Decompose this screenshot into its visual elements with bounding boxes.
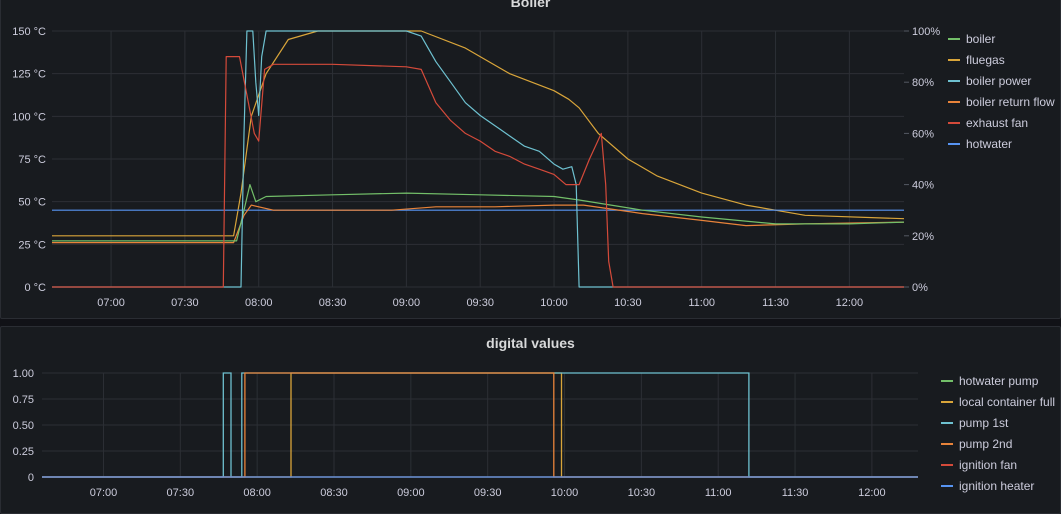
legend-swatch (948, 37, 960, 40)
x-axis-tick-label: 09:00 (397, 487, 425, 499)
legend-swatch (948, 121, 960, 124)
y-axis-tick-label: 50 °C (18, 197, 46, 209)
series-line-exhaust-fan (52, 55, 904, 288)
legend-swatch (941, 400, 953, 403)
x-axis-tick-label: 09:30 (466, 297, 494, 309)
x-axis-tick-label: 11:00 (688, 297, 715, 309)
panel-title[interactable]: Boiler (510, 0, 551, 10)
legend-item[interactable]: pump 2nd (941, 433, 1055, 454)
x-axis-tick-label: 11:30 (762, 297, 789, 309)
y-axis-tick-label: 100 °C (12, 111, 46, 123)
legend-item[interactable]: hotwater (948, 133, 1055, 154)
x-axis-tick-label: 07:30 (167, 487, 195, 499)
legend-label: hotwater pump (959, 373, 1039, 388)
legend-item[interactable]: hotwater pump (941, 370, 1055, 391)
digital-values-panel: digital values (0, 326, 1061, 514)
legend-swatch (941, 484, 953, 487)
legend-swatch (941, 379, 953, 382)
legend-swatch (941, 442, 953, 445)
panel-title[interactable]: digital values (486, 335, 575, 351)
y-right-axis-tick-label: 80% (912, 77, 934, 89)
legend-label: pump 2nd (959, 436, 1013, 451)
legend-label: fluegas (966, 52, 1005, 67)
legend-label: boiler return flow (966, 94, 1055, 109)
x-axis-tick-label: 09:30 (474, 487, 502, 499)
series-line-fluegas (52, 30, 905, 237)
legend-item[interactable]: local container full (941, 391, 1055, 412)
digital-values-legend: hotwater pump local container full pump 1s… (941, 370, 1055, 496)
x-axis-tick-label: 07:00 (90, 487, 118, 499)
legend-label: boiler power (966, 73, 1032, 88)
x-axis-tick-label: 09:00 (393, 297, 421, 309)
y-axis-tick-label: 0.25 (13, 446, 34, 458)
legend-item[interactable]: ignition fan (941, 454, 1055, 475)
legend-swatch (948, 142, 960, 145)
legend-swatch (948, 79, 960, 82)
legend-item[interactable]: ignition heater (941, 475, 1055, 496)
x-axis-tick-label: 12:00 (836, 297, 864, 309)
boiler-legend: boiler fluegas boiler power boiler return f… (948, 28, 1055, 154)
legend-item[interactable]: pump 1st (941, 412, 1055, 433)
legend-swatch (941, 421, 953, 424)
legend-label: exhaust fan (966, 115, 1029, 130)
series-line-boiler (52, 184, 905, 242)
boiler-chart[interactable]: 0 °C 25 °C 50 °C 75 °C 100 °C 125 °C 150 °C 0% 2… (0, 0, 1061, 320)
y-axis-tick-label: 150 °C (12, 26, 46, 38)
y-axis-tick-label: 0.50 (13, 420, 34, 432)
y-right-axis-tick-label: 0% (912, 282, 928, 294)
y-axis-tick-label: 75 °C (18, 154, 46, 166)
x-axis-tick-label: 11:30 (782, 487, 809, 499)
y-axis-tick-label: 0 °C (24, 282, 46, 294)
legend-swatch (948, 58, 960, 61)
legend-item[interactable]: exhaust fan (948, 112, 1055, 133)
legend-item[interactable]: boiler power (948, 70, 1055, 91)
y-right-axis-tick-label: 40% (912, 180, 934, 192)
y-right-axis-tick-label: 20% (912, 231, 934, 243)
x-axis-tick-label: 10:30 (614, 297, 642, 309)
legend-item[interactable]: fluegas (948, 49, 1055, 70)
x-axis-tick-label: 12:00 (858, 487, 886, 499)
series-line-boiler-return-flow (52, 204, 905, 244)
x-axis-tick-label: 11:00 (705, 487, 732, 499)
y-axis-tick-label: 0 (28, 472, 34, 484)
legend-label: ignition fan (959, 457, 1018, 472)
legend-label: boiler (966, 31, 996, 46)
x-axis-tick-label: 08:00 (243, 487, 271, 499)
legend-item[interactable]: boiler (948, 28, 1055, 49)
y-axis-tick-label: 1.00 (13, 368, 34, 380)
legend-item[interactable]: boiler return flow (948, 91, 1055, 112)
legend-label: hotwater (966, 136, 1013, 151)
y-axis-tick-label: 0.75 (13, 394, 34, 406)
y-axis-tick-label: 25 °C (18, 239, 46, 251)
x-axis-tick-label: 07:00 (97, 297, 125, 309)
y-right-axis-tick-label: 60% (912, 128, 934, 140)
x-axis-tick-label: 10:00 (551, 487, 579, 499)
legend-label: ignition heater (959, 478, 1035, 493)
y-axis-tick-label: 125 °C (12, 69, 46, 81)
legend-swatch (941, 463, 953, 466)
x-axis-tick-label: 08:30 (320, 487, 348, 499)
x-axis-tick-label: 08:00 (245, 297, 273, 309)
series-line-boiler-power (52, 30, 904, 288)
legend-label: pump 1st (959, 415, 1009, 430)
x-axis-tick-label: 07:30 (171, 297, 199, 309)
y-right-axis-tick-label: 100% (912, 26, 940, 38)
x-axis-tick-label: 08:30 (319, 297, 347, 309)
x-axis-tick-label: 10:30 (628, 487, 656, 499)
x-axis-tick-label: 10:00 (540, 297, 568, 309)
legend-label: local container full (959, 394, 1056, 409)
legend-swatch (948, 100, 960, 103)
